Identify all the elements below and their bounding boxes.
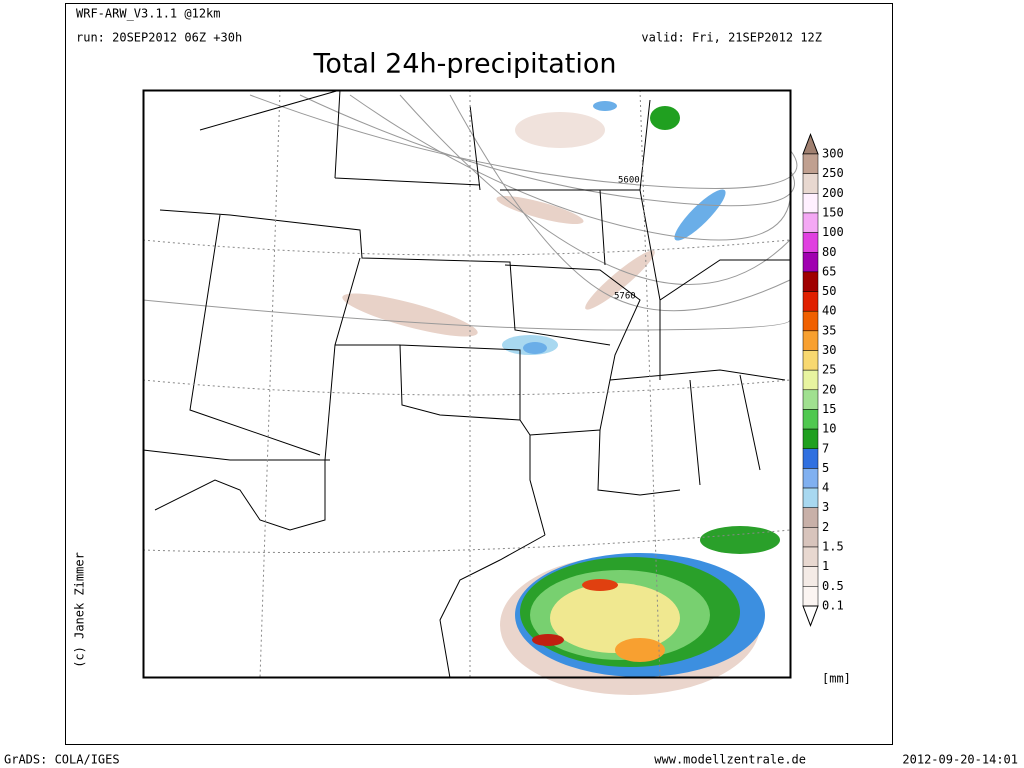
colorbar-label: 150	[822, 205, 844, 219]
unit-label: [mm]	[822, 672, 851, 686]
colorbar-label: 40	[822, 304, 836, 318]
colorbar-bottom-arrow	[802, 605, 819, 628]
colorbar-label: 10	[822, 422, 836, 436]
colorbar-label: 2	[822, 520, 829, 534]
colorbar-box	[802, 369, 819, 391]
footer-right: 2012-09-20-14:01	[902, 753, 1018, 767]
colorbar-box	[802, 546, 819, 567]
colorbar-box	[802, 212, 819, 233]
map: 5600 5760	[142, 89, 798, 695]
colorbar-box	[802, 507, 819, 528]
colorbar-label: 100	[822, 225, 844, 239]
colorbar: 300 250 200 150 100 80 65 50 40 35 30 25 20 15 10 7 5 4 3 2…	[802, 132, 844, 628]
colorbar-label: 15	[822, 402, 836, 416]
credit: (c) Janek Zimmer	[73, 552, 87, 668]
colorbar-box	[802, 487, 819, 508]
colorbar-box	[802, 153, 819, 174]
colorbar-label: 65	[822, 264, 836, 278]
colorbar-box	[802, 389, 819, 410]
colorbar-label: 80	[822, 245, 836, 259]
colorbar-box	[802, 330, 819, 351]
colorbar-box	[802, 232, 819, 253]
colorbar-box	[802, 586, 819, 607]
colorbar-label: 20	[822, 382, 836, 396]
colorbar-box	[802, 193, 819, 214]
colorbar-box	[802, 428, 819, 450]
colorbar-label: 35	[822, 323, 836, 337]
precip-areas	[342, 101, 780, 695]
colorbar-label: 1.5	[822, 540, 844, 554]
colorbar-label: 50	[822, 284, 836, 298]
contours	[142, 94, 798, 331]
map-title: Total 24h-precipitation	[313, 49, 617, 80]
map-frame	[142, 89, 792, 679]
colorbar-box	[802, 409, 819, 430]
footer-center: www.modellzentrale.de	[654, 753, 806, 767]
run-info: run: 20SEP2012 06Z +30h	[76, 31, 242, 45]
colorbar-label: 5	[822, 461, 829, 475]
colorbar-box	[802, 271, 819, 292]
colorbar-label: 0.5	[822, 579, 844, 593]
colorbar-label: 3	[822, 500, 829, 514]
colorbar-box	[802, 448, 819, 469]
colorbar-label: 0.1	[822, 598, 844, 612]
colorbar-box	[802, 527, 819, 548]
contour-label: 5760	[614, 292, 636, 302]
colorbar-box	[802, 310, 819, 332]
valid-info: valid: Fri, 21SEP2012 12Z	[641, 31, 822, 45]
colorbar-label: 30	[822, 343, 836, 357]
colorbar-label: 200	[822, 186, 844, 200]
borders	[142, 89, 790, 679]
colorbar-box	[802, 291, 819, 312]
colorbar-label: 1	[822, 559, 829, 573]
colorbar-box	[802, 173, 819, 194]
colorbar-box	[802, 252, 819, 273]
colorbar-box	[802, 566, 819, 587]
colorbar-label: 25	[822, 363, 836, 377]
contour-label: 5600	[618, 176, 640, 186]
footer-left: GrADS: COLA/IGES	[4, 753, 120, 767]
colorbar-label: 4	[822, 481, 829, 495]
lat-lon-grid	[142, 89, 791, 679]
colorbar-label: 250	[822, 166, 844, 180]
colorbar-box	[802, 468, 819, 489]
colorbar-label: 300	[822, 147, 844, 161]
model-info: WRF-ARW_V3.1.1 @12km	[76, 7, 221, 21]
colorbar-label: 7	[822, 441, 829, 455]
colorbar-box	[802, 350, 819, 371]
